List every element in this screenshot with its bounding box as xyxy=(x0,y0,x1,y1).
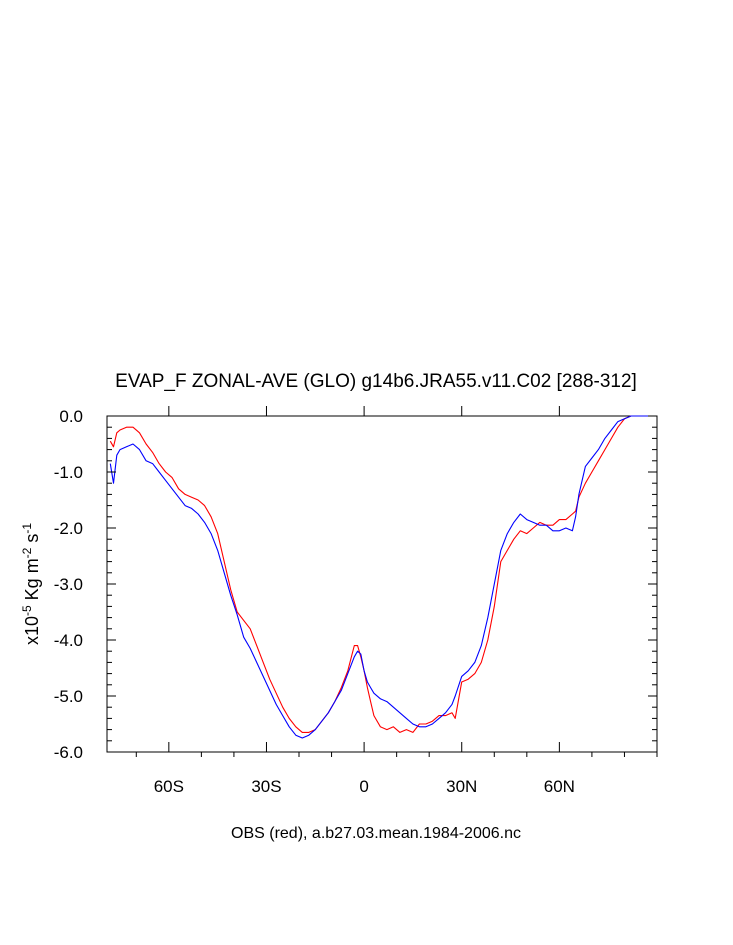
y-tick-label: 0.0 xyxy=(59,407,83,426)
x-axis-label: OBS (red), a.b27.03.mean.1984-2006.nc xyxy=(231,825,521,842)
y-tick-label: -2.0 xyxy=(54,519,83,538)
chart-title: EVAP_F ZONAL-AVE (GLO) g14b6.JRA55.v11.C… xyxy=(115,371,637,392)
y-tick-label: -4.0 xyxy=(54,631,83,650)
y-axis-label-unit: Kg m xyxy=(22,558,42,605)
x-tick-label: 60S xyxy=(154,777,184,796)
x-tick-label: 60N xyxy=(544,777,575,796)
y-tick-label: -6.0 xyxy=(54,743,83,762)
y-axis-label: x10-5 Kg m-2 s-1 xyxy=(20,523,42,645)
series-layer xyxy=(109,415,657,739)
y-tick-label: -1.0 xyxy=(54,463,83,482)
x-tick-label: 30S xyxy=(251,777,281,796)
y-axis-label-prefix-exp: -5 xyxy=(20,605,34,616)
y-axis-label-prefix: x10 xyxy=(22,616,42,645)
series-line-blue xyxy=(109,415,657,739)
x-tick-label: 0 xyxy=(359,777,368,796)
ticks-layer: 0.0 -1.0 -2.0 -3.0 -4.0 -5.0 -6.0 60S 30S 0 30N 60N xyxy=(54,406,658,796)
y-tick-label: -3.0 xyxy=(54,575,83,594)
plot-frame xyxy=(106,415,658,753)
y-axis-label-s-exp: -1 xyxy=(20,523,34,534)
series-line-red xyxy=(109,415,657,733)
y-tick-label: -5.0 xyxy=(54,687,83,706)
y-axis-label-s: s xyxy=(22,534,42,548)
x-tick-label: 30N xyxy=(446,777,477,796)
y-axis-label-m-exp: -2 xyxy=(20,547,34,558)
